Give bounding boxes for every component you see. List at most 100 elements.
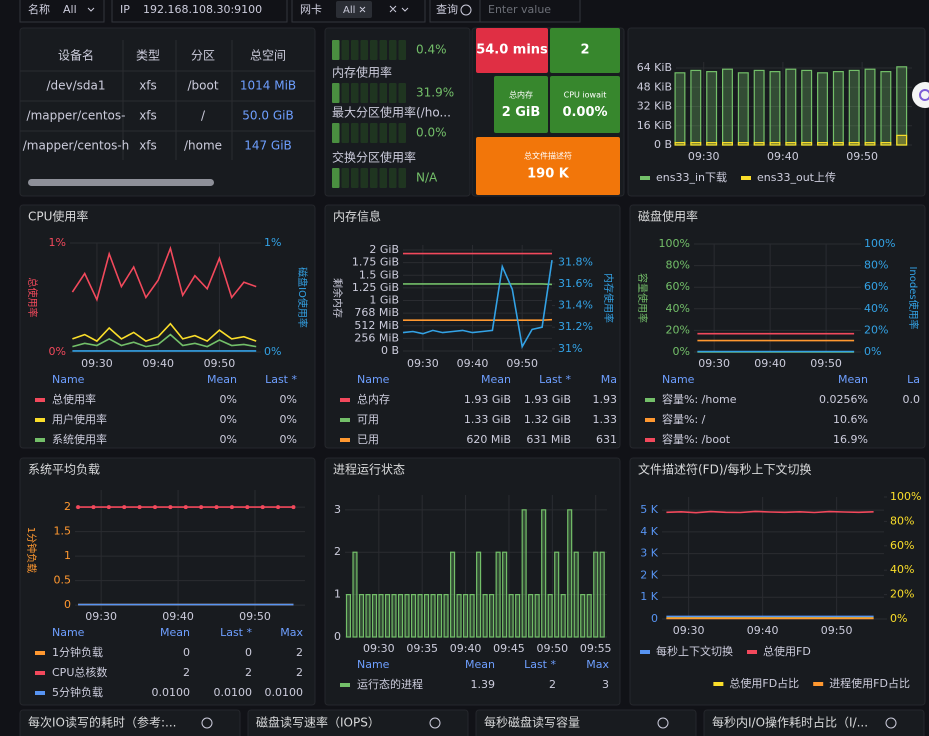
collapsed-panel [247,709,469,736]
x-tick-label: 09:50 [810,357,842,370]
x-tick-label: 09:50 [846,150,878,163]
legend-value: 0.0100 [152,686,191,699]
legend-name: ens33_out上传 [757,171,836,184]
y-tick-label: 2 K [640,568,658,581]
bar [417,594,423,638]
y-tick-label: 60% [666,280,690,293]
info-icon [885,717,897,729]
gauge-segment [370,83,378,103]
bar [706,71,718,146]
filter-label: IP [120,3,130,16]
legend-name: 用户使用率 [52,412,107,426]
input-placeholder[interactable]: Enter value [488,3,551,16]
chart-panel-content: 磁盘使用率 0% 20% 40% 60% 80% 100% 0% 20% 40% 60% 80% 100… [636,209,920,447]
y-axis-label: 1分钟负载 [25,527,38,573]
gauge-segment [370,40,378,60]
legend-value: 0% [280,413,297,426]
gauge-segment [341,168,349,188]
y2-tick-label: 20% [890,588,914,601]
bar [345,594,352,638]
x-tick-label: 09:40 [754,357,786,370]
legend-name: 运行态的进程 [357,677,423,691]
gauge-segment [389,83,397,103]
chart-panel [19,457,316,706]
legend-value: 1.39 [471,678,496,691]
stat-label: 总文件描述符 [524,151,572,161]
bar [832,141,844,146]
bar [721,68,733,146]
y2-tick-label: 31.8% [558,255,593,268]
table-cell: /mapper/centos- [27,109,126,123]
bar [430,594,436,638]
gauge-segment [379,40,387,60]
y-tick-label: 0.5 [54,574,72,587]
x-tick-label: 09:40 [457,357,489,370]
x-tick-label: 09:50 [821,624,853,637]
info-icon [657,717,669,729]
panel-title: 磁盘使用率 [638,209,698,224]
legend-row: 总使用FD占比 进程使用FD占比 [713,676,910,690]
bar [737,141,749,146]
y-tick-label: 256 MiB [354,331,399,344]
gauge-label: 交换分区使用率 [332,150,416,165]
y2-tick-label: 20% [864,323,888,336]
legend-name: 总使用率 [52,392,96,406]
legend-value: 1.33 [593,413,618,426]
gauge-value: 31.9% [416,86,454,100]
legend-name: 5分钟负载 [52,685,103,699]
legend-value: 0% [280,433,297,446]
gauge-segment [370,123,378,143]
series-line [402,259,553,350]
gauge-segment [398,83,406,103]
bar [567,509,573,638]
table-cell: / [201,109,206,123]
panel-title: 每秒磁盘读写容量 [484,715,580,730]
y2-tick-label: 31% [558,342,582,355]
gauge-segment [332,83,340,103]
table-header: 分区 [191,49,215,63]
legend-value: 0% [220,393,237,406]
legend-row: 每秒上下文切换 总使用FD [640,644,811,658]
gauge-segment [360,83,368,103]
stat-value: 54.0 mins [476,43,548,58]
legend-value: 16.9% [833,433,868,446]
bar [586,594,592,638]
panel-title: 每次IO读写的耗时（参考:... [28,715,176,730]
legend-value: 2 [549,678,556,691]
y-tick-label: 1 K [640,590,658,603]
ip-filter[interactable] [111,0,288,23]
chip[interactable] [336,1,372,18]
bar [593,551,599,638]
legend-name: 总使用FD占比 [729,676,799,690]
table-cell: xfs [139,109,157,123]
bar [690,141,702,146]
legend-header: Mean [207,373,237,386]
chart-panel [324,457,621,706]
legend-value: 0% [220,433,237,446]
bar [832,71,844,146]
bar [674,141,686,146]
bar [469,594,475,638]
name-filter[interactable] [19,0,105,23]
bar [690,69,702,146]
y2-tick-label: 0% [264,345,281,358]
legend-header: La [907,373,920,386]
y-tick-label: 2 [64,500,71,513]
chip-icons[interactable] [359,5,409,13]
y-tick-label: 1 GiB [369,294,399,307]
x-tick-label: 09:35 [406,642,438,655]
legend-value: 1.93 GiB [524,393,571,406]
y-tick-label: 64 KiB [637,61,672,74]
y-axis-label: 剩余内存 [331,278,344,318]
legend-header: Mean [838,373,868,386]
filter-label: 名称 [28,2,50,16]
x-tick-label: 09:50 [536,642,568,655]
gauge-segment [341,83,349,103]
x-tick-label: 09:45 [493,642,525,655]
bar [365,594,371,638]
bar [753,69,765,146]
bar [880,71,892,146]
y2-tick-label: 31.2% [558,320,593,333]
x-tick-label: 09:40 [142,357,174,370]
disk-table-panel-content: 设备名 类型 分区 总空间/dev/sda1 xfs/boot 1014 MiB/mapp… [20,40,315,186]
